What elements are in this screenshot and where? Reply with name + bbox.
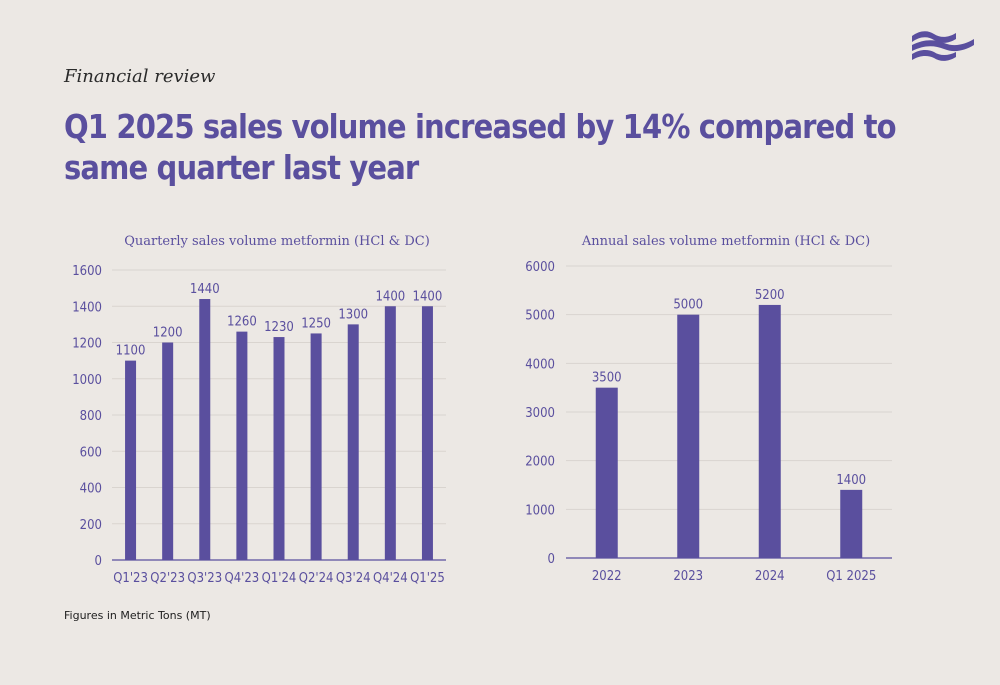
y-tick-label: 0 [548,552,555,567]
x-tick-label: Q2'23 [150,571,185,586]
y-tick-label: 400 [80,482,102,497]
wave-flag-icon [912,31,974,61]
bar [421,306,433,560]
x-tick-label: Q1 2025 [826,569,876,584]
bar [310,333,322,560]
data-label: 1200 [153,326,183,341]
data-label: 5000 [673,298,703,313]
data-label: 1400 [375,289,405,304]
y-tick-label: 1000 [72,373,102,388]
x-tick-label: 2022 [592,569,622,584]
y-tick-label: 5000 [525,309,555,324]
bar [384,306,396,560]
data-label: 1400 [836,473,866,488]
data-label: 1230 [264,320,294,335]
data-label: 1100 [116,344,146,359]
bar [125,360,137,560]
section-kicker: Financial review [64,66,216,87]
y-tick-label: 3000 [525,406,555,421]
bar [347,324,359,560]
bar [236,331,248,560]
y-tick-label: 0 [95,554,102,569]
data-label: 1400 [413,289,443,304]
y-tick-label: 1600 [72,264,102,279]
y-tick-label: 4000 [525,357,555,372]
bar [595,387,618,558]
x-tick-label: 2023 [673,569,703,584]
bar [677,314,700,558]
bar [162,342,174,560]
y-tick-label: 1000 [525,503,555,518]
annual-chart-title: Annual sales volume metformin (HCl & DC) [581,234,871,249]
page-headline: Q1 2025 sales volume increased by 14% co… [64,107,897,187]
bar [273,337,285,560]
bar [199,299,211,560]
x-tick-label: Q1'24 [262,571,297,586]
x-tick-label: Q4'24 [373,571,408,586]
data-label: 1250 [301,316,331,331]
bar [758,304,781,558]
y-tick-label: 800 [80,409,102,424]
data-label: 1440 [190,282,220,297]
x-tick-label: 2024 [755,569,785,584]
x-tick-label: Q3'23 [187,571,222,586]
x-tick-label: Q1'25 [410,571,445,586]
x-tick-label: Q4'23 [225,571,260,586]
quarterly-chart-title: Quarterly sales volume metformin (HCl & … [124,234,430,249]
y-tick-label: 200 [80,518,102,533]
y-tick-label: 1200 [72,337,102,352]
data-label: 1260 [227,315,257,330]
y-tick-label: 1400 [72,300,102,315]
x-tick-label: Q1'23 [113,571,148,586]
data-label: 5200 [755,288,785,303]
data-label: 1300 [338,307,368,322]
x-tick-label: Q3'24 [336,571,371,586]
footnote: Figures in Metric Tons (MT) [64,609,211,622]
y-tick-label: 2000 [525,455,555,470]
bar [840,489,863,558]
y-tick-label: 6000 [525,260,555,275]
y-tick-label: 600 [80,445,102,460]
x-tick-label: Q2'24 [299,571,334,586]
data-label: 3500 [592,371,622,386]
